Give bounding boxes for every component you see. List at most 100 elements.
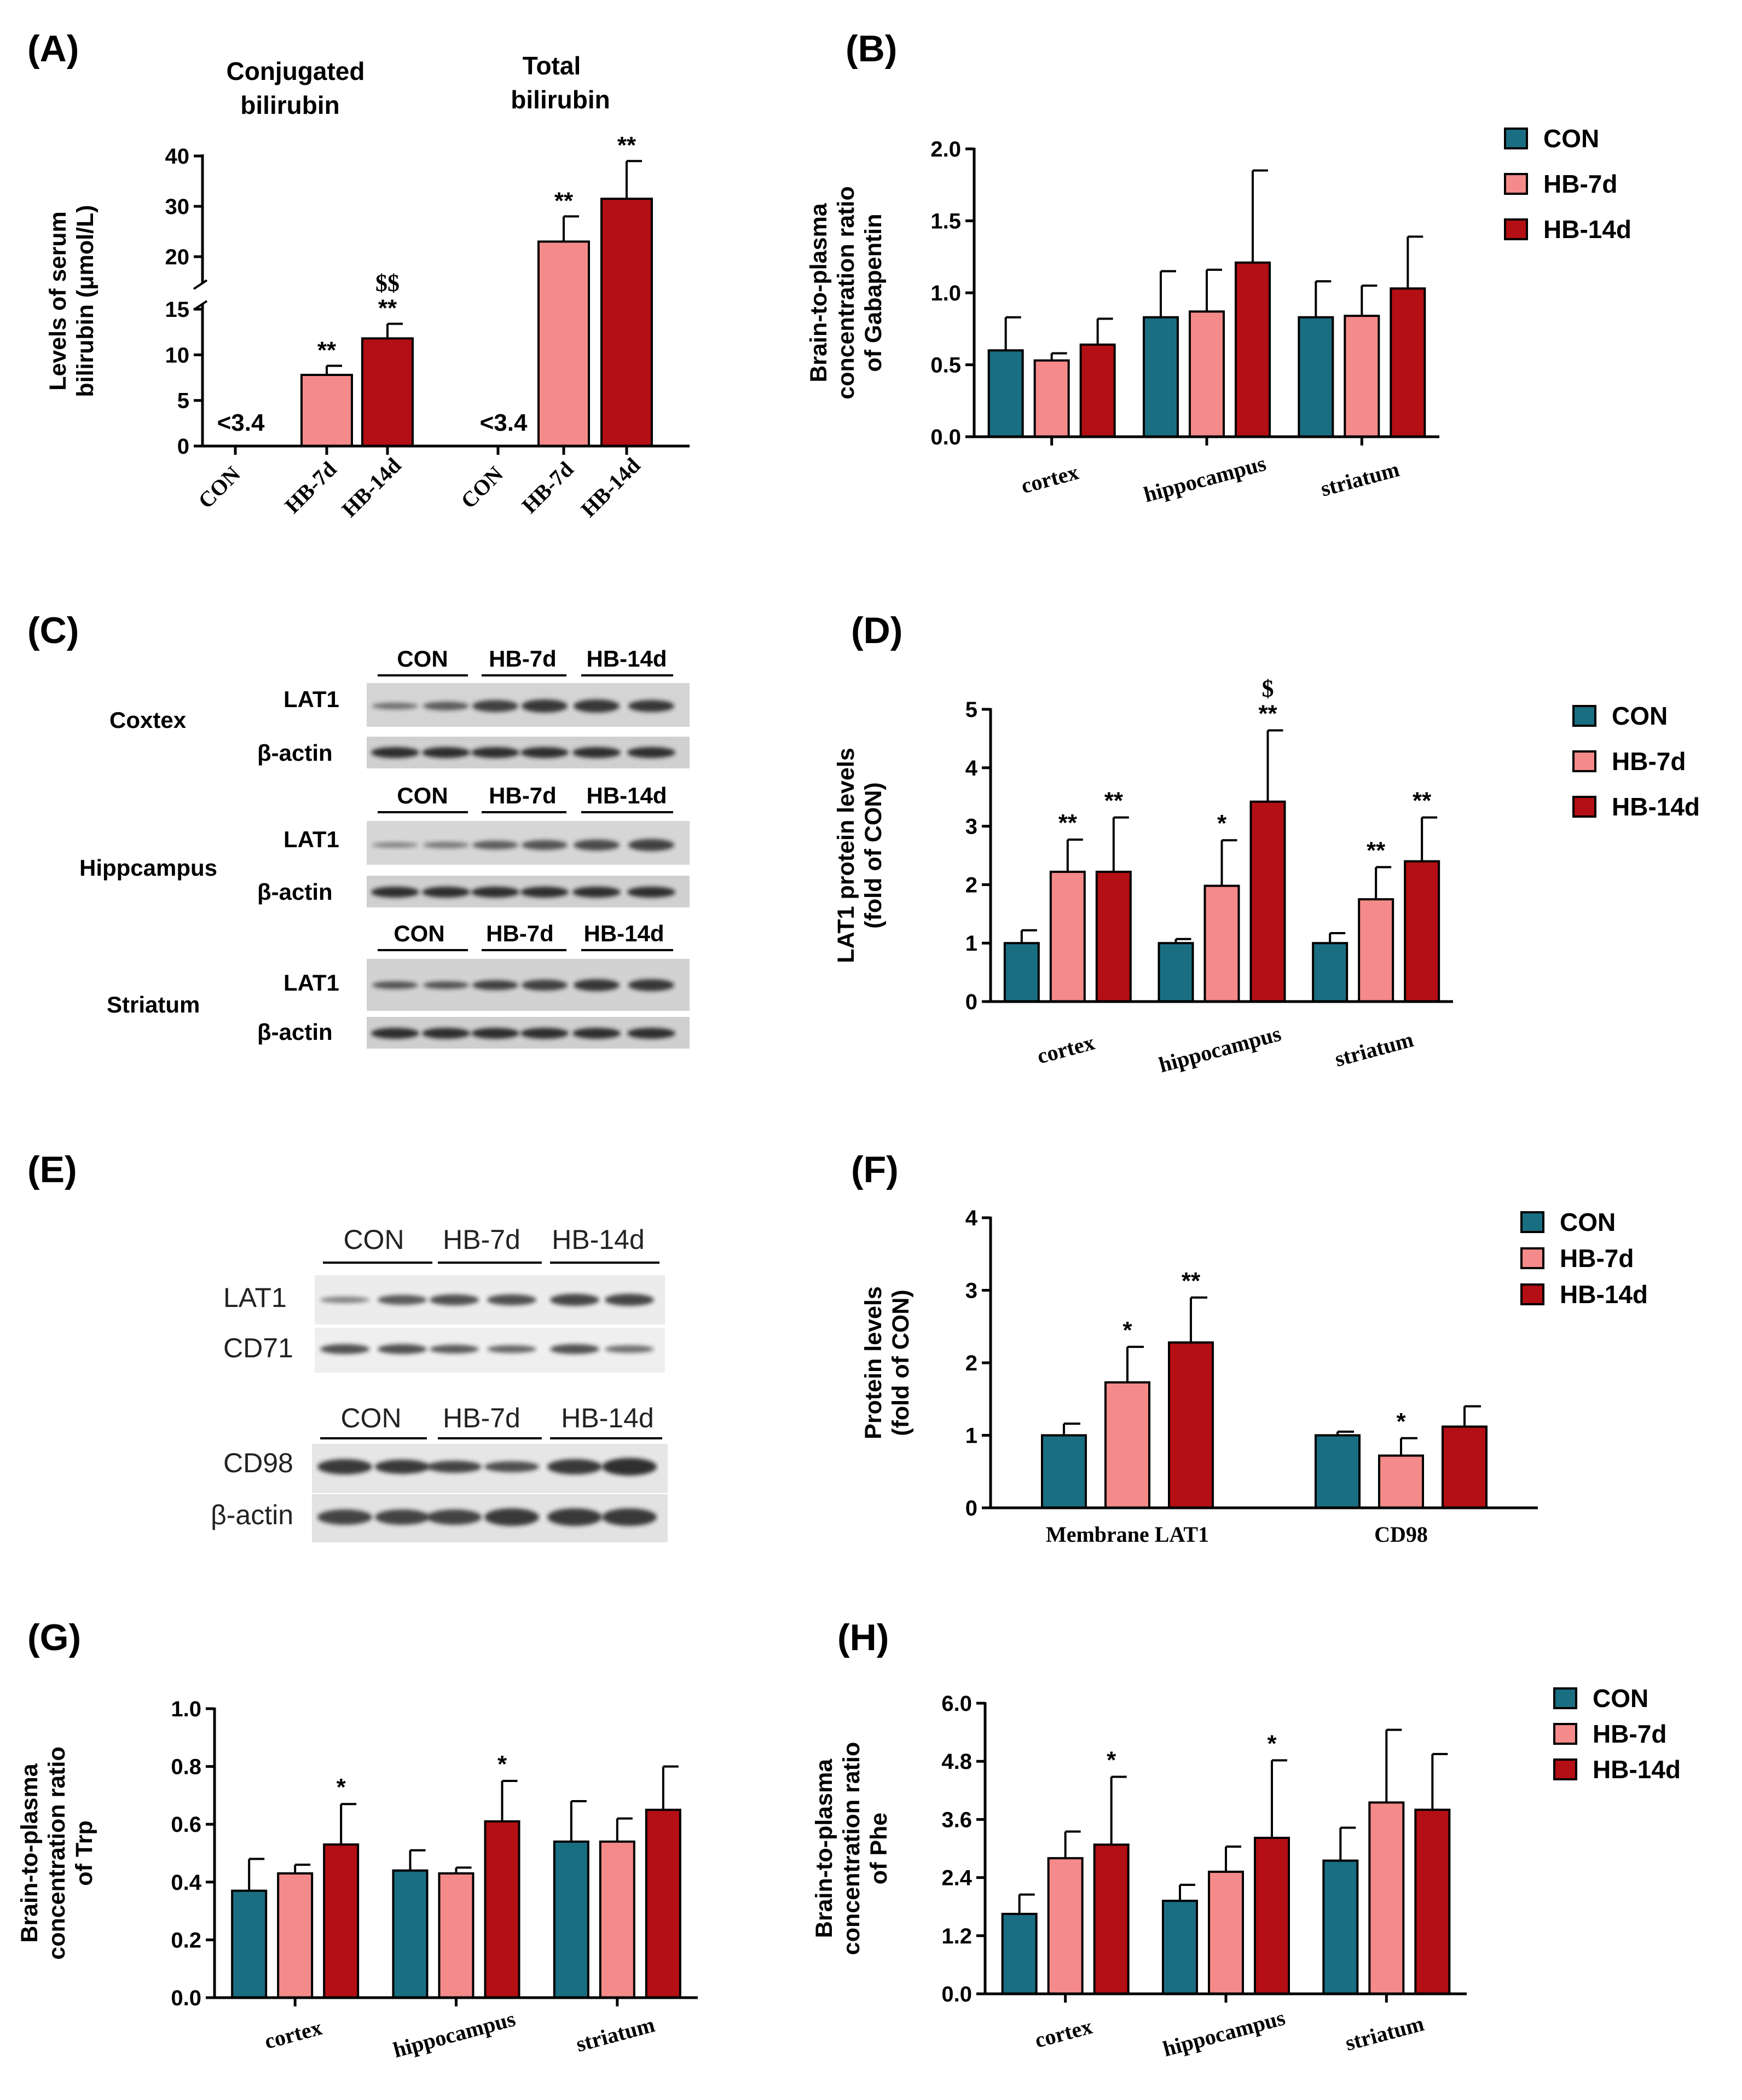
blot-e-protein-cd71: CD71 <box>223 1333 293 1363</box>
blot-e-band <box>427 1461 482 1473</box>
bar-con <box>1162 1900 1198 1995</box>
below-detection-label: <3.4 <box>480 409 528 436</box>
y-tick-label: 4 <box>965 756 978 780</box>
y-axis-label-line: concentration ratio <box>838 1742 865 1955</box>
y-tick-label: 0 <box>965 990 977 1014</box>
y-tick-label: 5 <box>965 698 977 722</box>
y-tick-label: 10 <box>165 343 190 367</box>
x-category-label: HB-7d <box>280 456 341 518</box>
blot-c-header-hb7d: HB-7d <box>489 783 557 808</box>
blot-e-band <box>484 1461 539 1472</box>
y-axis-label-line: of Gabapentin <box>860 213 887 372</box>
bar-hb-14d <box>1235 261 1271 438</box>
legend-swatch-con <box>1553 1687 1577 1709</box>
y-tick-label: 40 <box>165 144 190 169</box>
y-axis-label-line: concentration ratio <box>44 1746 70 1959</box>
bar-hb-14d <box>1249 800 1286 1003</box>
a-subtitle-conjugated-2: bilirubin <box>240 91 339 119</box>
bar-con <box>1298 316 1334 438</box>
blot-e-protein-actin: β-actin <box>211 1500 293 1530</box>
blot-c-header-con: CON <box>393 921 444 946</box>
bar-con <box>392 1869 429 1999</box>
blot-c-band <box>522 699 568 713</box>
y-axis-label: Protein levels(fold of CON) <box>860 1286 914 1439</box>
blot-c-band <box>574 699 620 713</box>
y-tick-label: 15 <box>165 298 190 322</box>
x-category-label: HB-7d <box>517 456 578 518</box>
bar-hb-7d <box>1378 1454 1424 1509</box>
bar-hb-14d <box>600 198 653 447</box>
bar-hb-7d <box>1344 315 1380 438</box>
blot-c-band <box>574 840 620 851</box>
y-tick-label: 4.8 <box>941 1750 972 1774</box>
y-axis-label: LAT1 protein levels(fold of CON) <box>833 748 887 963</box>
blot-c-band <box>371 1028 419 1039</box>
blot-c-band <box>423 842 469 848</box>
blot-c-protein-lat1: LAT1 <box>283 686 339 712</box>
bar-con <box>1312 942 1349 1003</box>
chart-b: Brain-to-plasmaconcentration ratioof Gab… <box>806 124 1631 507</box>
blot-c-band <box>371 747 419 758</box>
significance-marker: ** <box>317 337 337 363</box>
significance-marker: * <box>1217 810 1227 837</box>
bar-hb-7d <box>1104 1381 1150 1509</box>
y-axis-label-line: (fold of CON) <box>860 782 887 928</box>
significance-marker: * <box>337 1774 346 1801</box>
x-category-label: hippocampus <box>1156 1021 1284 1078</box>
blot-c-band <box>628 700 674 712</box>
legend-swatch-con <box>1572 705 1596 727</box>
blot-e-band <box>427 1509 482 1525</box>
chart-a: Conjugated bilirubin Total bilirubin <box>227 51 610 119</box>
bar-hb-7d <box>537 240 590 447</box>
blot-c-band <box>627 747 675 758</box>
bar-hb-14d <box>1390 287 1426 438</box>
panel-label-f: (F) <box>851 1149 899 1190</box>
y-axis-label-line: (fold of CON) <box>888 1289 914 1436</box>
significance-marker: * <box>1122 1317 1132 1344</box>
blot-e-header2-hb7d: HB-7d <box>443 1403 520 1433</box>
significance-marker: ** <box>1058 809 1078 836</box>
blot-e-header-con: CON <box>343 1224 404 1255</box>
bar-charts: Brain-to-plasmaconcentration ratioof Gab… <box>16 124 1700 2062</box>
y-tick-label: 4 <box>965 1206 978 1230</box>
blot-c-protein-actin: β-actin <box>257 740 333 766</box>
significance-marker: * <box>1396 1408 1406 1435</box>
bar-con <box>1322 1859 1359 1995</box>
y-axis-label: Brain-to-plasmaconcentration ratioof Phe <box>811 1742 892 1955</box>
panel-label-e: (E) <box>27 1149 77 1190</box>
legend-swatch-hb-7d <box>1504 173 1528 195</box>
y-tick-label: 20 <box>165 245 190 269</box>
significance-marker-vs-hb7d: $ <box>1262 675 1274 702</box>
legend-swatch-con <box>1504 128 1528 149</box>
panel-label-g: (G) <box>27 1617 81 1658</box>
bar-hb-7d <box>277 1872 314 1999</box>
chart-d: LAT1 protein levels(fold of CON) ** ******… <box>833 675 1700 1077</box>
y-axis-label-line: Brain-to-plasma <box>811 1758 837 1938</box>
legend-label: HB-14d <box>1543 215 1631 244</box>
blot-c-protein-lat1: LAT1 <box>283 970 339 996</box>
y-tick-label: 2.4 <box>941 1866 972 1890</box>
chart-h: Brain-to-plasmaconcentration ratioof Phe… <box>811 1684 1681 2061</box>
bar-hb-14d <box>1095 870 1132 1003</box>
y-tick-label: 1 <box>965 932 977 956</box>
blot-e-band <box>487 1294 536 1305</box>
x-category-label: striatum <box>1332 1027 1416 1071</box>
blot-e-header2-con: CON <box>340 1403 401 1433</box>
blot-e-band <box>317 1459 372 1474</box>
legend-swatch-hb-14d <box>1520 1283 1544 1305</box>
x-category-label: CON <box>456 461 508 513</box>
blot-e-band <box>547 1508 602 1526</box>
bar-hb-7d <box>599 1840 635 1999</box>
blot-c-band <box>574 979 620 991</box>
blot-c-band <box>422 887 470 898</box>
y-tick-label: 0.8 <box>171 1755 201 1779</box>
y-tick-label: 3 <box>965 1279 977 1303</box>
chart-f: Protein levels(fold of CON) ****01234Memb… <box>860 1206 1648 1547</box>
y-axis-label-line: Protein levels <box>860 1286 887 1439</box>
y-tick-label: 5 <box>177 389 189 413</box>
bar-con <box>987 349 1024 438</box>
y-tick-label: 0 <box>965 1496 977 1520</box>
blot-c-band <box>628 979 674 991</box>
blot-e-band <box>547 1459 602 1474</box>
